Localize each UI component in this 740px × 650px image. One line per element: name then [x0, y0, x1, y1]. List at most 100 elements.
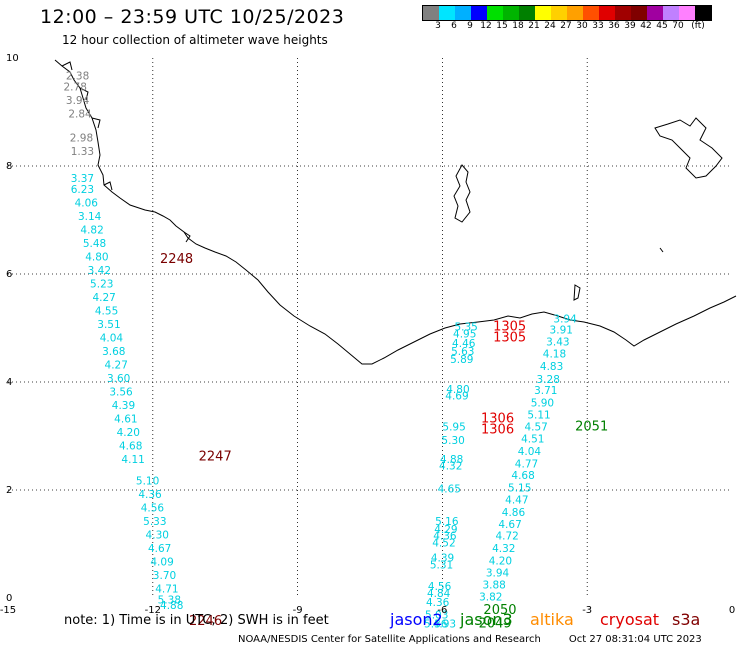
- x-tick-label: -12: [145, 605, 161, 616]
- swh-value: 4.71: [155, 584, 178, 596]
- swh-value: 3.94: [553, 314, 577, 326]
- swh-value: 3.68: [102, 346, 125, 358]
- x-tick-label: -3: [582, 605, 592, 616]
- swh-value: 5.11: [527, 410, 550, 422]
- swh-value: 3.94: [66, 95, 90, 107]
- colorbar-swatch: [583, 6, 599, 20]
- swh-value: 4.56: [428, 581, 452, 593]
- swh-value: 5.90: [531, 397, 554, 409]
- swh-value: 5.15: [508, 483, 531, 495]
- swh-value: 4.68: [119, 441, 142, 453]
- swh-value: 4.11: [121, 454, 144, 466]
- swh-value: 4.84: [427, 588, 451, 600]
- colorbar-swatch: [551, 6, 567, 20]
- colorbar-swatch: [535, 6, 551, 20]
- swh-value: 4.20: [117, 427, 140, 439]
- swh-value: 4.32: [439, 460, 462, 472]
- colorbar-swatch: [663, 6, 679, 20]
- swh-value: 4.88: [160, 600, 183, 612]
- swh-value: 5.23: [90, 279, 113, 291]
- colorbar-label: 42: [640, 21, 652, 31]
- swh-value: 4.55: [95, 306, 118, 318]
- swh-value: 2.38: [66, 71, 89, 83]
- swh-value: 4.93: [433, 619, 456, 631]
- axis-labels: -15 -12 -9 -6 -3 0 10 8 6 4 2 0: [0, 53, 735, 616]
- altimeter-tracks: 2.382.783.942.842.981.333.376.234.063.14…: [64, 71, 578, 631]
- footer-credit: NOAA/NESDIS Center for Satellite Applica…: [238, 634, 541, 645]
- swh-value: 4.52: [432, 538, 455, 550]
- small-lake: [573, 284, 581, 301]
- swh-value: 3.88: [482, 579, 505, 591]
- swh-value: 4.32: [492, 543, 515, 555]
- swh-value: 4.57: [524, 422, 547, 434]
- swh-value: 4.51: [521, 433, 544, 445]
- colorbar-swatch: [695, 6, 711, 20]
- map-title: 12:00 – 23:59 UTC 10/25/2023: [40, 6, 345, 28]
- legend-altika: altika: [530, 610, 574, 629]
- colorbar-swatch: [631, 6, 647, 20]
- swh-value: 5.31: [430, 559, 453, 571]
- swh-value: 4.80: [446, 384, 469, 396]
- colorbar-swatch: [503, 6, 519, 20]
- x-tick-label: -9: [293, 605, 303, 616]
- swh-value: 4.86: [502, 507, 526, 519]
- coastline: [54, 59, 737, 365]
- swh-value: 5.89: [450, 354, 473, 366]
- swh-value: 3.28: [537, 374, 560, 386]
- coast-inlets-west: [61, 61, 191, 243]
- pass-time: 2247: [199, 449, 232, 464]
- x-tick-label: -6: [437, 605, 447, 616]
- pass-time: 1305: [493, 331, 526, 346]
- swh-value: 4.36: [426, 597, 450, 609]
- colorbar-label: 3: [435, 21, 441, 31]
- pass-time: 1305: [493, 320, 526, 335]
- colorbar-label: 39: [624, 21, 636, 31]
- swh-value: 5.30: [441, 435, 464, 447]
- y-tick-label: 10: [6, 53, 19, 64]
- swh-value: 3.56: [109, 387, 133, 399]
- swh-value: 3.70: [153, 570, 176, 582]
- swh-value: 6.23: [71, 184, 94, 196]
- footer-timestamp: Oct 27 08:31:04 UTC 2023: [568, 634, 702, 645]
- colorbar-label: 30: [576, 21, 588, 31]
- colorbar-label: 12: [480, 21, 492, 31]
- swh-value: 3.51: [97, 319, 120, 331]
- swh-value: 3.43: [546, 336, 569, 348]
- swh-value: 4.72: [495, 531, 518, 543]
- swh-value: 4.77: [515, 458, 538, 470]
- colorbar-swatch: [647, 6, 663, 20]
- y-tick-label: 2: [6, 485, 12, 496]
- swh-value: 4.04: [100, 333, 124, 345]
- colorbar-swatch: [615, 6, 631, 20]
- swh-value: 5.36: [424, 619, 448, 631]
- colorbar-label: 15: [496, 21, 508, 31]
- swh-value: 5.03: [425, 610, 448, 622]
- swh-value: 4.36: [433, 531, 457, 543]
- swh-value: 4.39: [112, 400, 135, 412]
- y-tick-label: 8: [6, 161, 12, 172]
- swh-value: 5.33: [143, 516, 166, 528]
- map-subtitle: 12 hour collection of altimeter wave hei…: [62, 33, 328, 47]
- swh-value: 3.82: [479, 592, 502, 604]
- colorbar-label: 45: [656, 21, 668, 31]
- swh-value: 4.67: [148, 543, 171, 555]
- swh-value: 4.47: [505, 495, 528, 507]
- colorbar-label: 70: [672, 21, 684, 31]
- swh-value: 5.38: [158, 594, 181, 606]
- swh-value: 3.42: [88, 265, 111, 277]
- colorbar-swatch: [471, 6, 487, 20]
- legend-jason3: jason3: [460, 610, 513, 629]
- swh-value: 4.20: [489, 556, 512, 568]
- colorbar-unit: (ft): [691, 21, 705, 31]
- swh-value: 5.95: [442, 422, 465, 434]
- swh-value: 4.67: [498, 519, 521, 531]
- colorbar-label: 6: [451, 21, 457, 31]
- colorbar-swatch: [439, 6, 455, 20]
- swh-value: 4.56: [141, 503, 165, 515]
- legend-cryosat: cryosat: [600, 610, 660, 629]
- y-tick-label: 0: [6, 593, 12, 604]
- colorbar-swatch: [599, 6, 615, 20]
- lat-lon-grid: [8, 58, 732, 598]
